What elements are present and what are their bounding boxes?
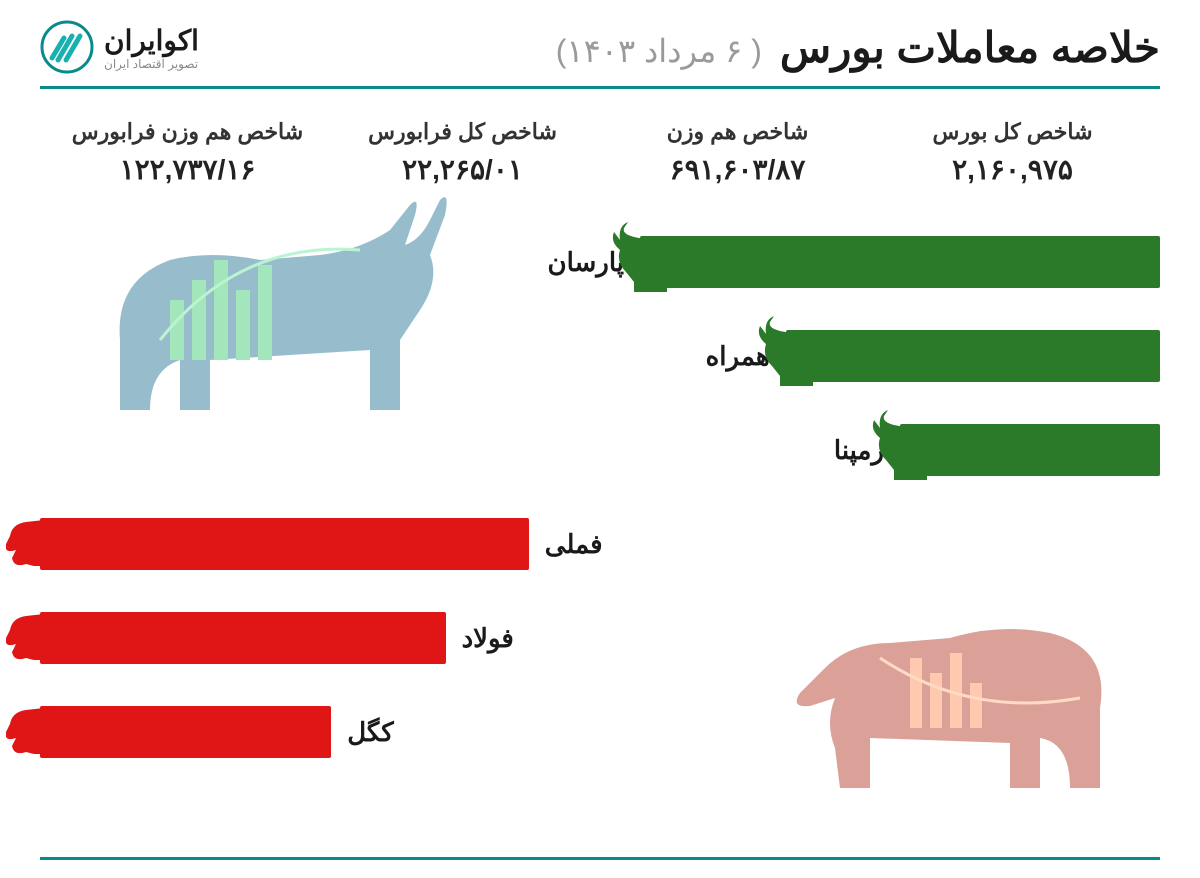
page-title: خلاصه معاملات بورس (780, 23, 1160, 72)
bar-up (786, 330, 1160, 382)
bar-down (40, 518, 529, 570)
stat-label: شاخص هم وزن (600, 119, 875, 145)
bar-row-up: رمپنا (40, 424, 1160, 476)
header: خلاصه معاملات بورس ( ۶ مرداد ۱۴۰۳) اکوای… (40, 20, 1160, 89)
bar-down (40, 612, 446, 664)
bars-chart: پارسان همراه رمپنا فملی (40, 226, 1160, 758)
bar-label: فولاد (462, 623, 514, 654)
stat-label: شاخص کل فرابورس (325, 119, 600, 145)
bull-head-icon (872, 410, 952, 490)
bar-up (640, 236, 1160, 288)
bar-label: کگل (347, 717, 393, 748)
stat-value: ۲,۱۶۰,۹۷۵ (875, 153, 1150, 186)
bar-up (900, 424, 1160, 476)
footer-divider (40, 857, 1160, 860)
stat-label: شاخص کل بورس (875, 119, 1150, 145)
bull-head-icon (758, 316, 838, 396)
bar-label: فملی (545, 529, 603, 560)
logo-subtitle: تصویر اقتصاد ایران (104, 57, 198, 71)
bar-down (40, 706, 331, 758)
report-date: ( ۶ مرداد ۱۴۰۳) (556, 32, 762, 70)
bear-head-icon (6, 608, 76, 670)
stat-value: ۶۹۱,۶۰۳/۸۷ (600, 153, 875, 186)
bar-row-down: فملی (40, 518, 1160, 570)
stat-equal-weight: شاخص هم وزن ۶۹۱,۶۰۳/۸۷ (600, 119, 875, 186)
title-block: خلاصه معاملات بورس ( ۶ مرداد ۱۴۰۳) (556, 23, 1160, 72)
bar-row-up: پارسان (40, 236, 1160, 288)
bar-row-up: همراه (40, 330, 1160, 382)
logo-icon (40, 20, 94, 74)
logo-name: اکوایران (104, 24, 199, 57)
bear-head-icon (6, 702, 76, 764)
bull-head-icon (612, 222, 692, 302)
bar-row-down: کگل (40, 706, 1160, 758)
brand-logo: اکوایران تصویر اقتصاد ایران (40, 20, 199, 74)
bear-head-icon (6, 514, 76, 576)
bar-row-down: فولاد (40, 612, 1160, 664)
stat-label: شاخص هم وزن فرابورس (50, 119, 325, 145)
stat-total-index: شاخص کل بورس ۲,۱۶۰,۹۷۵ (875, 119, 1150, 186)
